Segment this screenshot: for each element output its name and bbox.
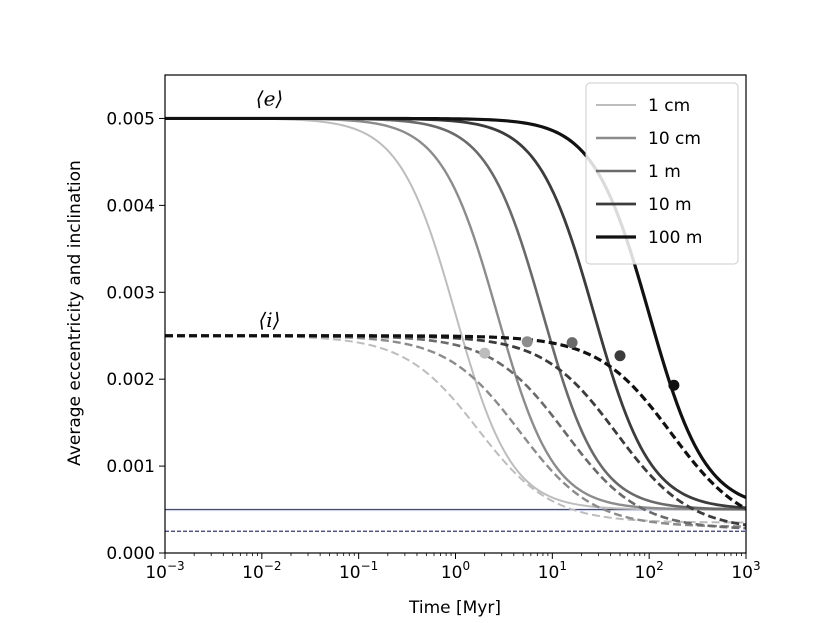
marker-10-m bbox=[614, 350, 626, 362]
y-tick-label: 0.005 bbox=[106, 109, 155, 129]
annotation-0: ⟨e⟩ bbox=[256, 86, 283, 110]
x-tick-label: 102 bbox=[635, 559, 664, 583]
y-tick-label: 0.000 bbox=[106, 544, 155, 564]
annotations: ⟨e⟩ ⟨i⟩ bbox=[256, 86, 283, 332]
y-tick-label: 0.002 bbox=[106, 370, 155, 390]
plot-lines bbox=[165, 116, 746, 532]
x-tick-label: 101 bbox=[538, 559, 567, 583]
y-tick-label: 0.004 bbox=[106, 196, 155, 216]
legend-label-10-cm: 10 cm bbox=[648, 129, 701, 149]
legend-label-1-m: 1 m bbox=[648, 162, 681, 182]
x-tick-label: 103 bbox=[731, 559, 760, 583]
y-axis: 0.000 0.001 0.002 0.003 0.004 0.005 bbox=[106, 109, 165, 564]
marker-1-m bbox=[566, 337, 578, 349]
x-axis-label: Time [Myr] bbox=[408, 598, 501, 618]
x-tick-label: 10−3 bbox=[145, 559, 184, 583]
y-tick-label: 0.001 bbox=[106, 457, 155, 477]
i-line-10-cm bbox=[165, 334, 746, 528]
x-axis: 10−3 10−2 10−1 100 101 102 103 bbox=[145, 553, 761, 583]
legend-label-10-m: 10 m bbox=[648, 195, 692, 215]
e-line-100-m bbox=[165, 116, 746, 500]
i-line-100-m bbox=[165, 334, 746, 511]
legend-box bbox=[585, 82, 739, 265]
marker-1-cm bbox=[479, 347, 491, 359]
x-tick-label: 100 bbox=[441, 559, 470, 583]
legend-label-100-m: 100 m bbox=[648, 228, 702, 248]
legend: 1 cm 10 cm 1 m 10 m 100 m bbox=[585, 82, 739, 265]
legend-label-1-cm: 1 cm bbox=[648, 96, 690, 116]
x-tick-label: 10−1 bbox=[339, 559, 378, 583]
annotation-1: ⟨i⟩ bbox=[258, 308, 280, 332]
y-axis-label: Average eccentricity and inclination bbox=[65, 160, 85, 466]
marker-10-cm bbox=[521, 336, 533, 348]
marker-100-m bbox=[668, 379, 680, 391]
x-tick-label: 10−2 bbox=[242, 559, 281, 583]
y-tick-label: 0.003 bbox=[106, 283, 155, 303]
